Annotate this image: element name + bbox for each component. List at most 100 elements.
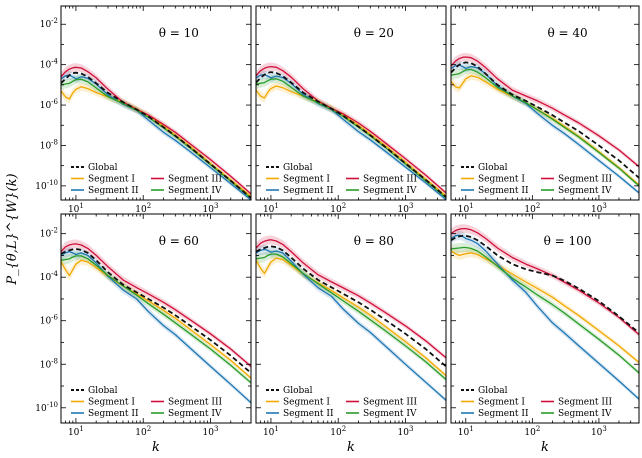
panel-title: θ = 80 [354, 234, 394, 248]
x-tick-label: 101 [458, 425, 474, 438]
y-tick-label: 10-6 [40, 98, 59, 111]
series-line-seg3 [256, 239, 446, 359]
x-tick-label: 101 [68, 202, 84, 215]
plot-area [451, 52, 639, 195]
x-tick-label: 102 [330, 425, 346, 438]
series-line-seg4 [256, 253, 446, 380]
x-tick-label: 101 [68, 425, 84, 438]
axes-frame [450, 5, 640, 201]
legend-label-seg4: Segment IV [558, 409, 612, 419]
legend-label-seg1: Segment I [88, 175, 135, 185]
series-line-seg4 [61, 255, 251, 384]
x-tick-label: 101 [263, 425, 279, 438]
legend-label-seg1: Segment I [283, 175, 330, 185]
series-line-global [61, 248, 251, 374]
x-tick-label: 103 [203, 425, 219, 438]
x-tick-label: 103 [203, 202, 219, 215]
band-seg2 [61, 246, 251, 405]
axes-frame [255, 213, 447, 424]
legend-label-seg3: Segment III [363, 398, 417, 408]
y-axis-label: P_{θ,L}^{W}(k) [5, 173, 20, 285]
legend-label-global: Global [283, 163, 313, 173]
legend-label-seg2: Segment II [88, 186, 139, 196]
legend-label-seg2: Segment II [283, 409, 334, 419]
y-tick-label: 10-2 [40, 17, 58, 30]
plot-area [61, 239, 251, 405]
series-line-seg3 [451, 56, 639, 168]
x-tick-label: 103 [398, 202, 414, 215]
y-tick-label: 10-8 [40, 357, 58, 370]
legend: Global Segment I Segment III Segment II Segm… [266, 386, 417, 419]
legend-label-seg4: Segment IV [168, 409, 222, 419]
legend-label-global: Global [478, 163, 508, 173]
axes-frame [60, 5, 252, 201]
legend-label-seg4: Segment IV [558, 186, 612, 196]
x-tick-label: 102 [330, 202, 346, 215]
x-tick-label: 102 [135, 425, 151, 438]
series-line-global [256, 245, 446, 368]
legend-label-seg3: Segment III [363, 175, 417, 185]
panel-title: θ = 20 [354, 26, 394, 40]
band-seg2 [451, 230, 639, 402]
chart-panel-1: 101 102 103 10-10 10-8 10-6 10-4 10-2 θ = 10 Glob… [35, 5, 252, 215]
chart-panel-4: 101 102 103 10-10 10-8 10-6 10-4 10-2 θ = 60 Glob… [35, 213, 252, 438]
x-axis-label: k [541, 440, 549, 455]
legend-label-seg1: Segment I [283, 398, 330, 408]
legend: Global Segment I Segment III Segment II Segm… [461, 386, 612, 419]
x-tick-label: 101 [458, 202, 474, 215]
series-line-seg2 [256, 248, 446, 401]
x-tick-label: 102 [524, 425, 540, 438]
legend-label-seg2: Segment II [478, 186, 529, 196]
plot-area [451, 224, 639, 402]
band-seg3 [256, 235, 446, 360]
x-tick-label: 103 [591, 202, 607, 215]
series-line-seg3 [451, 227, 639, 336]
x-tick-label: 102 [524, 202, 540, 215]
series-line-global [256, 71, 446, 198]
y-tick-label: 10-10 [35, 401, 58, 414]
legend-label-seg4: Segment IV [363, 409, 417, 419]
axes-frame [255, 5, 447, 201]
legend: Global Segment I Segment III Segment II Segm… [71, 163, 222, 196]
legend-label-seg3: Segment III [558, 398, 612, 408]
x-axis-label: k [347, 440, 355, 455]
y-tick-label: 10-10 [35, 179, 58, 192]
legend-label-global: Global [478, 386, 508, 396]
y-tick-label: 10-4 [40, 270, 59, 283]
plot-area [256, 235, 446, 403]
y-tick-label: 10-8 [40, 138, 58, 151]
legend-label-seg2: Segment II [478, 409, 529, 419]
legend-label-seg1: Segment I [88, 398, 135, 408]
band-seg3 [451, 52, 639, 169]
x-tick-label: 103 [398, 425, 414, 438]
series-line-seg3 [256, 65, 446, 194]
series-line-seg2 [61, 250, 251, 404]
legend-label-seg2: Segment II [283, 186, 334, 196]
x-axis-label: k [152, 440, 160, 455]
legend-label-global: Global [88, 163, 118, 173]
y-tick-label: 10-2 [40, 227, 58, 240]
plot-area [256, 62, 446, 200]
legend-label-seg3: Segment III [168, 398, 222, 408]
legend-label-seg1: Segment I [478, 398, 525, 408]
x-tick-label: 103 [591, 425, 607, 438]
axes-frame [450, 213, 640, 424]
x-tick-label: 101 [263, 202, 279, 215]
legend-label-seg3: Segment III [558, 175, 612, 185]
legend: Global Segment I Segment III Segment II Segm… [461, 163, 612, 196]
series-line-seg3 [61, 66, 251, 195]
series-line-seg1 [451, 250, 639, 364]
series-line-seg3 [61, 243, 251, 367]
legend-label-seg4: Segment IV [168, 186, 222, 196]
band-seg2 [256, 244, 446, 403]
y-tick-label: 10-6 [40, 314, 59, 327]
legend-label-seg2: Segment II [88, 409, 139, 419]
panel-title: θ = 10 [159, 26, 199, 40]
series-line-seg4 [451, 246, 639, 374]
panel-title: θ = 100 [544, 234, 592, 248]
axes-frame [60, 213, 252, 424]
